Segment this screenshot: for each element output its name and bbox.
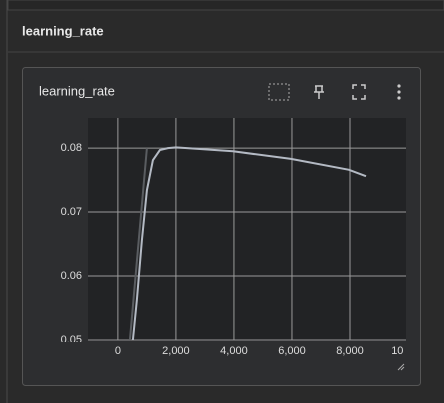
x-tick-label: 4,000 [220,345,248,357]
x-tick-label: 10,000 [391,345,425,357]
resize-handle[interactable] [397,363,405,371]
fit-icon[interactable] [268,83,290,101]
section-title: learning_rate [22,23,104,38]
fullscreen-icon[interactable] [352,84,366,100]
top-strip [7,0,444,11]
x-tick-label: 6,000 [278,345,306,357]
pin-icon[interactable] [314,85,324,99]
y-tick-label: 0.08 [61,142,82,154]
menu-icon[interactable] [397,84,401,100]
x-tick-label: 2,000 [162,345,190,357]
plot-area [88,118,406,341]
y-tick-label: 0.05 [61,334,82,346]
x-tick-label: 0 [115,345,121,357]
y-tick-label: 0.07 [61,206,82,218]
series-line [131,146,367,341]
series-line [128,148,148,341]
card-title: learning_rate [39,83,115,98]
x-tick-label: 8,000 [336,345,364,357]
y-tick-label: 0.06 [61,270,82,282]
